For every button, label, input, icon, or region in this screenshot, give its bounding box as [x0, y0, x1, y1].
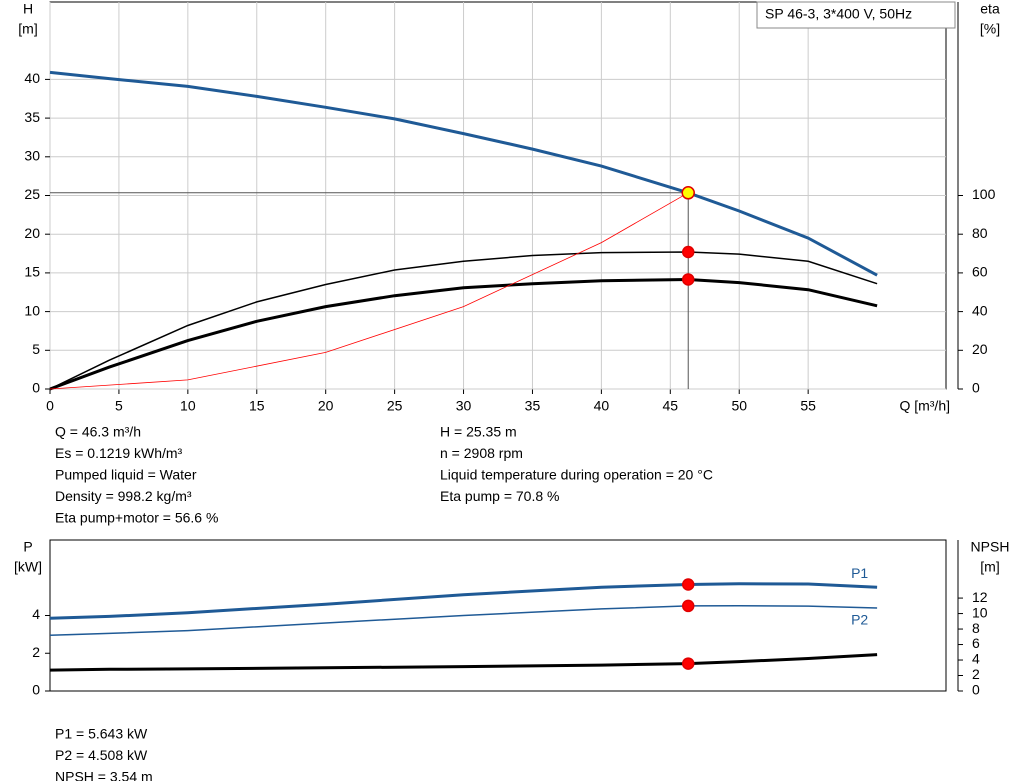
- y2-tick-label: 6: [972, 635, 980, 651]
- info-line: H = 25.35 m: [440, 424, 517, 440]
- y2-tick-label: 80: [972, 225, 988, 241]
- y2-tick-label: 20: [972, 341, 988, 357]
- y-tick-label: 20: [24, 225, 40, 241]
- info-line: Es = 0.1219 kWh/m³: [55, 445, 183, 461]
- x-tick-label: 40: [594, 398, 610, 414]
- y2-tick-label: 100: [972, 186, 996, 202]
- y2-tick-label: 40: [972, 302, 988, 318]
- x-tick-label: 0: [46, 398, 54, 414]
- y2-tick-label: 2: [972, 666, 980, 682]
- operating-marker: [681, 657, 695, 670]
- y-tick-label: 0: [32, 682, 40, 698]
- y-tick-label: 15: [24, 264, 40, 280]
- info-line: Eta pump+motor = 56.6 %: [55, 510, 218, 526]
- info-line: Q = 46.3 m³/h: [55, 424, 141, 440]
- y2-tick-label: 0: [972, 682, 980, 698]
- series-label: P2: [851, 612, 868, 628]
- series-line: [49, 582, 878, 620]
- y2-tick-label: 0: [972, 380, 980, 396]
- y-axis-label: P: [23, 539, 32, 555]
- y2-tick-label: 10: [972, 604, 988, 620]
- info-line: P1 = 5.643 kW: [55, 726, 148, 742]
- operating-marker: [681, 273, 695, 286]
- y-tick-label: 2: [32, 644, 40, 660]
- info-line: P2 = 4.508 kW: [55, 747, 148, 763]
- x-tick-label: 10: [180, 398, 196, 414]
- y2-axis-label: eta: [980, 1, 1000, 17]
- series-line: [49, 192, 689, 390]
- operating-marker: [681, 245, 695, 259]
- y2-tick-label: 4: [972, 651, 980, 667]
- info-line: Density = 998.2 kg/m³: [55, 488, 192, 504]
- info-line: NPSH = 3.54 m: [55, 769, 153, 781]
- x-tick-label: 30: [456, 398, 472, 414]
- x-tick-label: 25: [387, 398, 403, 414]
- x-tick-label: 35: [525, 398, 541, 414]
- operating-marker: [681, 599, 695, 613]
- x-axis-label: Q [m³/h]: [899, 398, 950, 414]
- x-tick-label: 15: [249, 398, 265, 414]
- x-tick-label: 55: [800, 398, 816, 414]
- y-tick-label: 5: [32, 341, 40, 357]
- y2-tick-label: 12: [972, 589, 988, 605]
- y2-axis-unit: [%]: [980, 21, 1000, 37]
- series-label: P1: [851, 565, 868, 581]
- y2-tick-label: 60: [972, 264, 988, 280]
- operating-marker: [681, 578, 695, 591]
- y-tick-label: 25: [24, 186, 40, 202]
- info-line: Liquid temperature during operation = 20…: [440, 467, 713, 483]
- y2-axis-unit: [m]: [980, 559, 999, 575]
- x-tick-label: 45: [663, 398, 679, 414]
- series-line: [49, 251, 878, 390]
- info-line: Eta pump = 70.8 %: [440, 488, 559, 504]
- y-tick-label: 10: [24, 302, 40, 318]
- info-line: Pumped liquid = Water: [55, 467, 197, 483]
- y-axis-unit: [kW]: [14, 559, 42, 575]
- x-tick-label: 20: [318, 398, 334, 414]
- x-tick-label: 50: [731, 398, 747, 414]
- y2-tick-label: 8: [972, 620, 980, 636]
- series-line: [49, 653, 878, 672]
- y2-axis-label: NPSH: [971, 539, 1010, 555]
- y-tick-label: 4: [32, 606, 40, 622]
- series-line: [49, 604, 878, 637]
- x-tick-label: 5: [115, 398, 123, 414]
- y-tick-label: 35: [24, 109, 40, 125]
- y-tick-label: 0: [32, 380, 40, 396]
- legend-title: SP 46-3, 3*400 V, 50Hz: [765, 6, 912, 22]
- y-axis-unit: [m]: [18, 21, 37, 37]
- series-line: [49, 70, 878, 277]
- y-axis-label: H: [23, 1, 33, 17]
- series-line: [49, 277, 878, 391]
- legend-box: [756, 1, 956, 29]
- y-tick-label: 30: [24, 148, 40, 164]
- operating-marker: [681, 186, 695, 200]
- y-tick-label: 40: [24, 70, 40, 86]
- info-line: n = 2908 rpm: [440, 445, 523, 461]
